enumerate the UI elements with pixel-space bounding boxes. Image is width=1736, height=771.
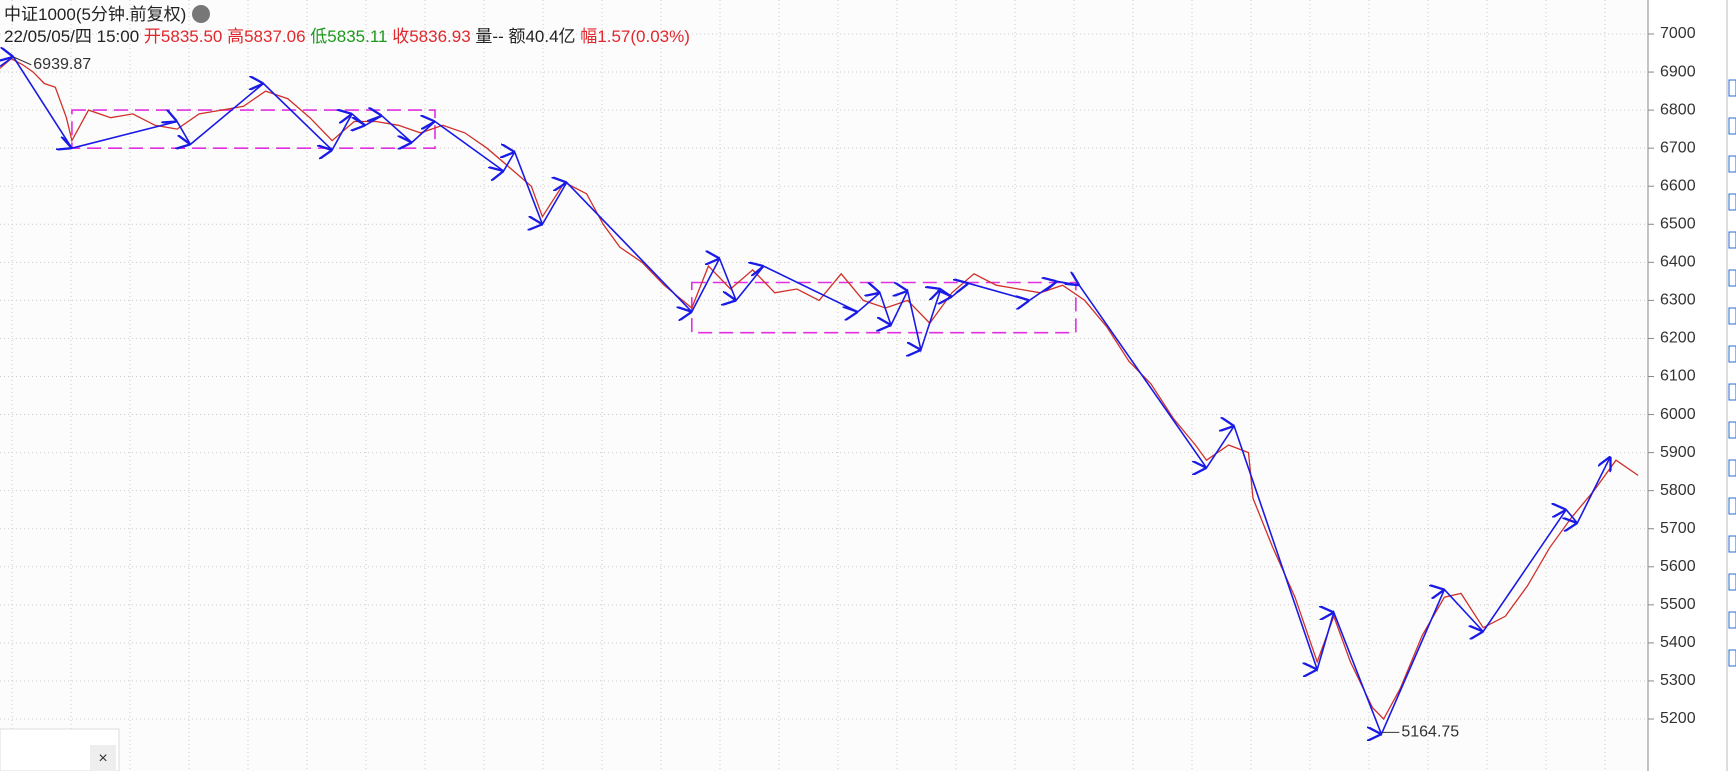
annotation-leader	[13, 56, 32, 66]
annotation-label: 5164.75	[1401, 724, 1459, 741]
y-tick-label: 6600	[1660, 177, 1696, 194]
y-tick-label: 6100	[1660, 368, 1696, 385]
y-tick-label: 6400	[1660, 254, 1696, 271]
toolbar-icon	[1728, 535, 1736, 553]
header: 中证1000(5分钟.前复权) 22/05/05/四 15:00 开5835.5…	[4, 4, 690, 48]
y-tick-label: 5900	[1660, 444, 1696, 461]
y-tick-label: 5300	[1660, 672, 1696, 689]
annotation-label: 6939.87	[33, 56, 91, 73]
toolbar-icon	[1728, 345, 1736, 363]
date: 22/05/05/四 15:00	[4, 27, 140, 46]
toolbar-icon	[1728, 269, 1736, 287]
y-tick-label: 6200	[1660, 330, 1696, 347]
y-tick-label: 6300	[1660, 292, 1696, 309]
y-tick-label: 6000	[1660, 406, 1696, 423]
volume: 量--	[475, 27, 504, 46]
price-line	[0, 57, 1639, 721]
title: 中证1000(5分钟.前复权)	[4, 5, 187, 24]
close: 收5836.93	[392, 27, 471, 46]
y-tick-label: 5600	[1660, 558, 1696, 575]
toolbar-icon	[1728, 117, 1736, 135]
zigzag-line	[0, 57, 1611, 734]
close-icon[interactable]: ×	[98, 750, 107, 767]
y-tick-label: 5800	[1660, 482, 1696, 499]
low: 低5835.11	[310, 27, 388, 46]
toolbar-icon	[1728, 497, 1736, 515]
dropdown[interactable]	[192, 5, 211, 23]
y-tick-label: 7000	[1660, 25, 1696, 42]
info-row: 22/05/05/四 15:00 开5835.50 高5837.06 低5835…	[4, 26, 690, 48]
toolbar-icon	[1728, 307, 1736, 325]
y-tick-label: 6900	[1660, 63, 1696, 80]
toolbar-icon	[1728, 649, 1736, 667]
y-tick-label: 5200	[1660, 710, 1696, 727]
toolbar-icon	[1728, 155, 1736, 173]
toolbar-icon	[1728, 231, 1736, 249]
y-tick-label: 5500	[1660, 596, 1696, 613]
amount: 额40.4亿	[508, 27, 576, 46]
change: 幅1.57(0.03%)	[580, 27, 690, 46]
toolbar-icon	[1728, 79, 1736, 97]
axis-panel	[1648, 0, 1736, 771]
toolbar-icon	[1728, 383, 1736, 401]
y-tick-label: 5400	[1660, 634, 1696, 651]
toolbar-icon	[1728, 459, 1736, 477]
y-tick-label: 6500	[1660, 215, 1696, 232]
toolbar-icon	[1728, 193, 1736, 211]
toolbar-icon	[1728, 421, 1736, 439]
toolbar-icon	[1728, 573, 1736, 591]
close-button[interactable]	[90, 745, 116, 771]
high: 高5837.06	[227, 27, 306, 46]
toolbar-icon	[1728, 611, 1736, 629]
open: 开5835.50	[143, 27, 223, 46]
y-tick-label: 6800	[1660, 101, 1696, 118]
title-row: 中证1000(5分钟.前复权)	[4, 4, 690, 26]
y-tick-label: 6700	[1660, 139, 1696, 156]
y-tick-label: 5700	[1660, 520, 1696, 537]
